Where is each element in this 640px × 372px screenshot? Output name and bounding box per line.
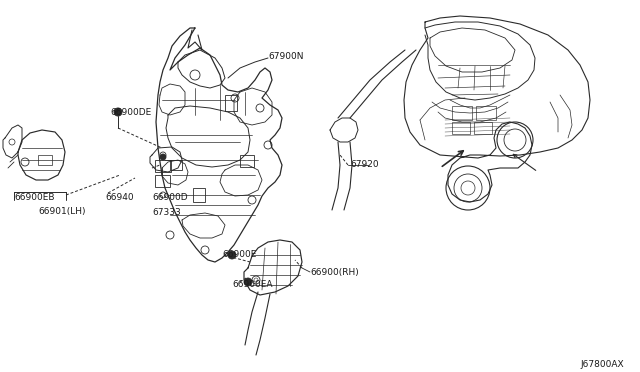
Text: 67900N: 67900N: [268, 52, 303, 61]
Text: 66900E: 66900E: [222, 250, 257, 259]
Bar: [452, 106, 472, 120]
Bar: [474, 122, 492, 134]
Bar: [225, 95, 237, 111]
Text: 66901(LH): 66901(LH): [38, 207, 86, 216]
Text: 66900EA: 66900EA: [232, 280, 273, 289]
Circle shape: [160, 154, 166, 160]
Text: 66900D: 66900D: [152, 193, 188, 202]
Bar: [170, 160, 182, 170]
Circle shape: [244, 278, 252, 286]
Bar: [193, 188, 205, 202]
Bar: [476, 106, 496, 120]
Bar: [155, 175, 170, 187]
Text: 66940: 66940: [105, 193, 134, 202]
Text: 66900(RH): 66900(RH): [310, 268, 359, 277]
Text: 66900DE: 66900DE: [110, 108, 151, 117]
Text: J67800AX: J67800AX: [580, 360, 623, 369]
Bar: [240, 155, 254, 167]
Text: 67920: 67920: [350, 160, 379, 169]
Bar: [155, 160, 171, 172]
Text: 66900EB: 66900EB: [14, 193, 54, 202]
Text: 67333: 67333: [152, 208, 180, 217]
Bar: [452, 122, 470, 134]
Circle shape: [114, 108, 122, 116]
Circle shape: [228, 251, 236, 259]
Bar: [38, 155, 52, 165]
